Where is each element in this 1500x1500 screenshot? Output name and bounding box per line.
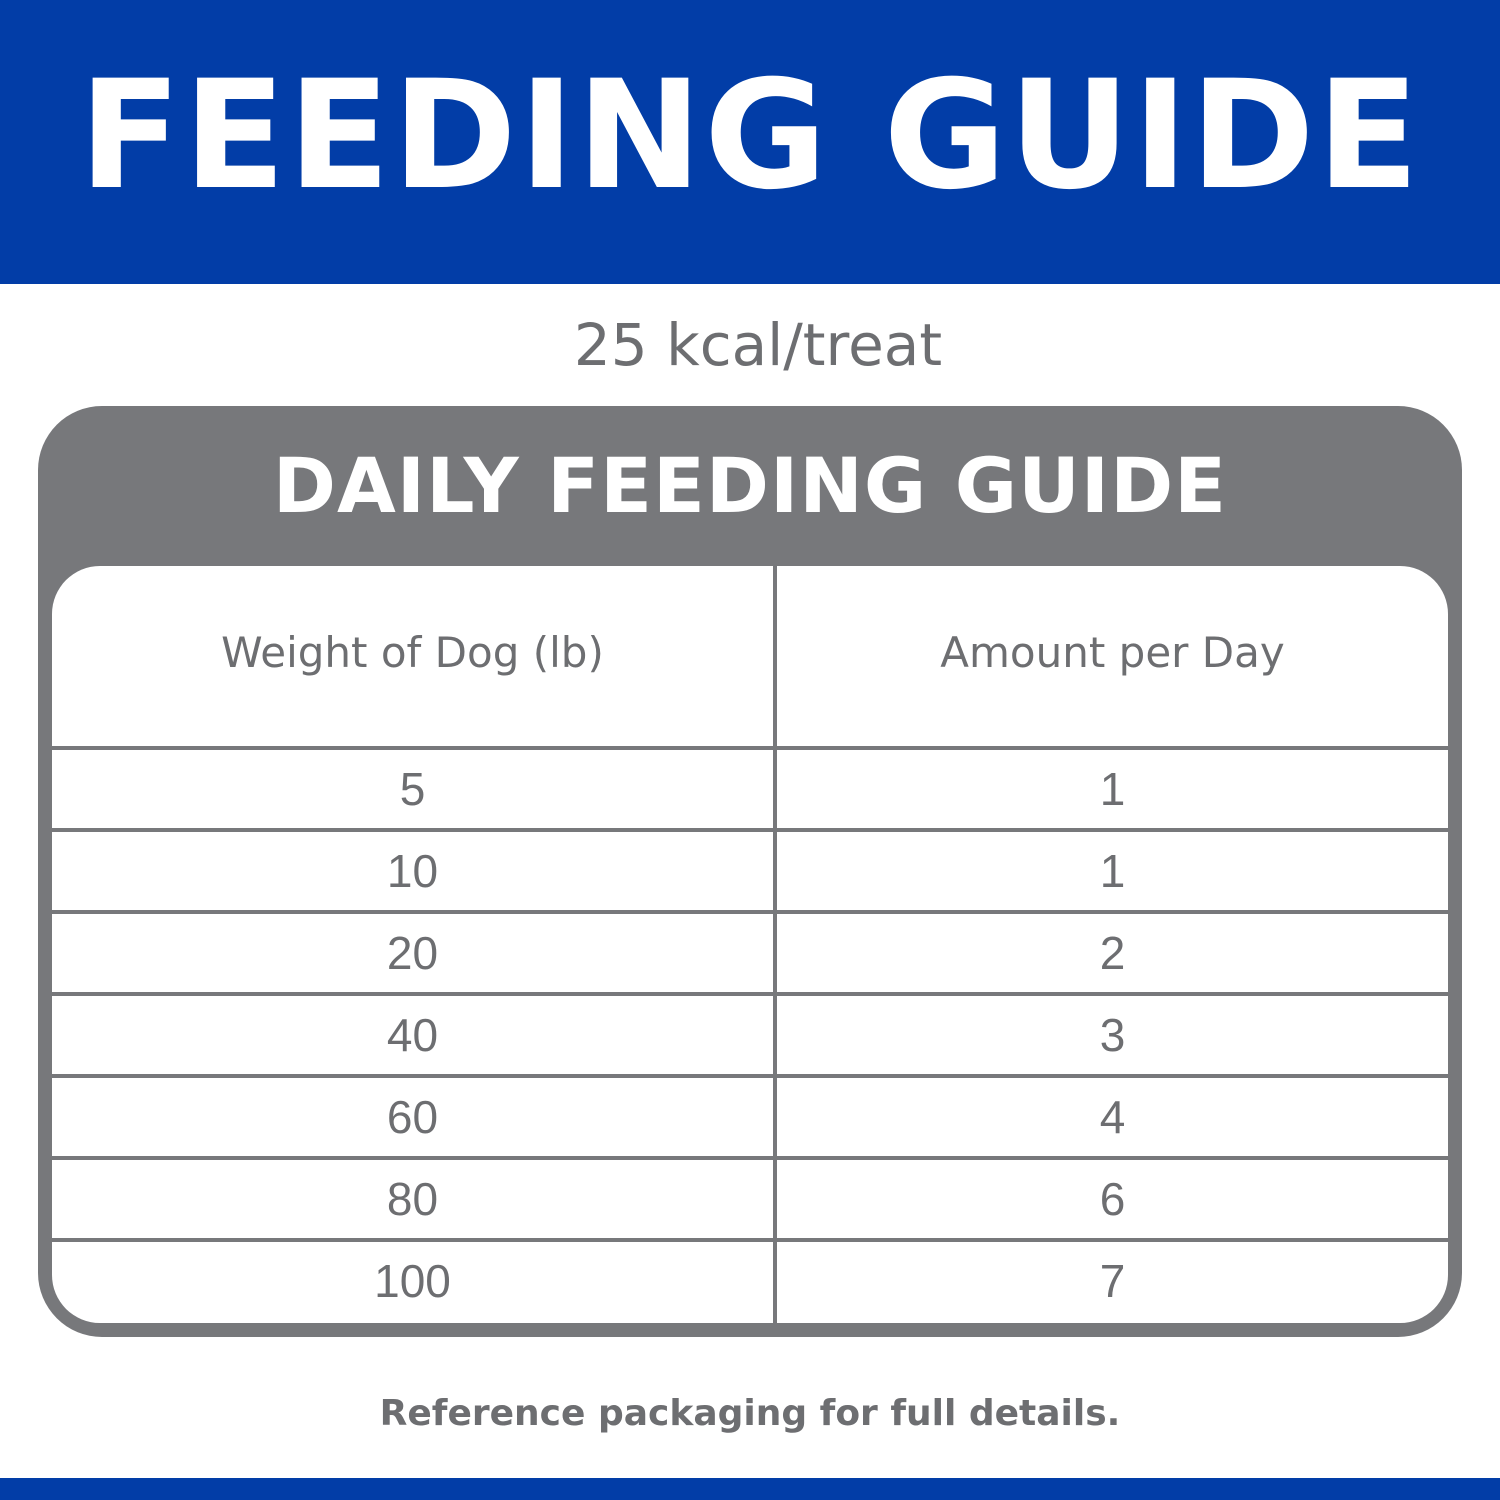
table-header-row: Weight of Dog (lb) Amount per Day [52, 566, 1448, 746]
weight-cell: 40 [386, 1009, 439, 1061]
weight-cell: 10 [386, 845, 439, 897]
page-title: FEEDING GUIDE [78, 49, 1422, 223]
weight-cell: 20 [386, 927, 439, 979]
table-row: 60 4 [52, 1078, 1448, 1156]
weight-cell: 5 [399, 763, 426, 815]
weight-cell: 80 [386, 1173, 439, 1225]
row-divider [52, 1238, 1448, 1242]
bottom-banner [0, 1478, 1500, 1500]
table-row: 10 1 [52, 832, 1448, 910]
column-header-weight: Weight of Dog (lb) [221, 628, 604, 677]
amount-cell: 4 [1099, 1091, 1126, 1143]
row-divider [52, 992, 1448, 996]
row-divider [52, 1156, 1448, 1160]
amount-cell: 7 [1099, 1255, 1126, 1307]
feeding-table: Weight of Dog (lb) Amount per Day 5 1 10 1 2… [52, 566, 1448, 1323]
amount-cell: 1 [1099, 845, 1126, 897]
row-divider [52, 828, 1448, 832]
header-banner: FEEDING GUIDE [0, 0, 1500, 284]
amount-cell: 3 [1099, 1009, 1126, 1061]
table-row: 100 7 [52, 1242, 1448, 1320]
amount-cell: 1 [1099, 763, 1126, 815]
table-row: 80 6 [52, 1160, 1448, 1238]
table-row: 40 3 [52, 996, 1448, 1074]
amount-cell: 6 [1099, 1173, 1126, 1225]
row-divider [52, 746, 1448, 750]
weight-cell: 100 [374, 1255, 451, 1307]
column-divider [773, 566, 777, 1323]
weight-cell: 60 [386, 1091, 439, 1143]
column-header-amount: Amount per Day [940, 628, 1285, 677]
calorie-info: 25 kcal/treat [573, 311, 943, 379]
row-divider [52, 910, 1448, 914]
table-row: 20 2 [52, 914, 1448, 992]
card-title: DAILY FEEDING GUIDE [272, 441, 1228, 530]
amount-cell: 2 [1099, 927, 1126, 979]
footnote: Reference packaging for full details. [379, 1393, 1121, 1434]
row-divider [52, 1074, 1448, 1078]
